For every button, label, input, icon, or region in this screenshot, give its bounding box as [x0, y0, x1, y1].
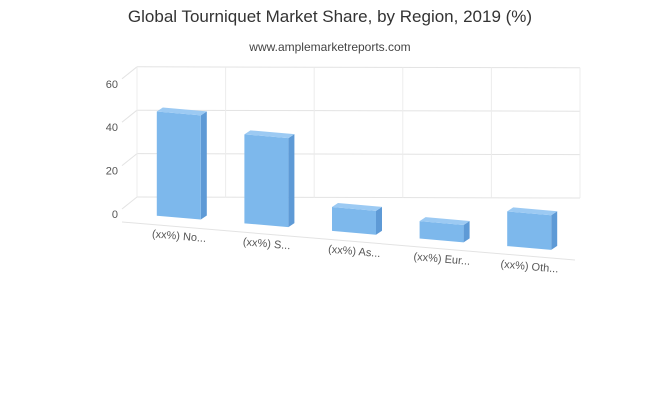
bar-top	[419, 217, 470, 225]
grid-line-side	[121, 109, 138, 123]
bar	[507, 207, 558, 250]
y-tick-label: 40	[106, 122, 118, 134]
bar	[332, 203, 382, 235]
bar-front	[507, 211, 552, 250]
bar-side	[200, 111, 207, 220]
grid-line	[136, 196, 581, 199]
x-tick-label: (xx%) Eur...	[413, 251, 471, 268]
y-axis: 0 20 40 60	[106, 79, 118, 221]
bar-side	[288, 134, 295, 228]
bar-top	[332, 203, 382, 211]
bar-side	[376, 206, 382, 235]
bar-front	[419, 221, 464, 243]
chart-grid	[121, 66, 581, 261]
bar-front	[156, 111, 201, 220]
grid-line-side	[121, 196, 138, 210]
bar-top	[244, 130, 295, 139]
chart-title: Global Tourniquet Market Share, by Regio…	[127, 7, 533, 26]
grid-line	[136, 153, 581, 156]
chart-subtitle: www.amplemarketreports.com	[249, 40, 411, 54]
bar-front	[332, 207, 376, 235]
x-tick-label: (xx%) Oth...	[500, 259, 559, 276]
y-tick-label: 0	[112, 209, 118, 221]
bars	[156, 107, 558, 250]
bar-top	[156, 107, 207, 116]
x-tick-label: (xx%) No...	[151, 228, 206, 245]
bar	[156, 107, 207, 220]
x-axis: (xx%) No... (xx%) S... (xx%) As... (xx%) Eu…	[151, 228, 558, 275]
bar-side	[551, 211, 558, 250]
x-tick-label: (xx%) As...	[328, 244, 381, 261]
x-tick-label: (xx%) S...	[242, 236, 291, 252]
bar-front	[244, 134, 289, 228]
bar	[419, 217, 470, 243]
bar-side	[463, 220, 470, 243]
grid-line	[136, 109, 581, 112]
y-tick-label: 60	[106, 79, 118, 91]
y-tick-label: 20	[106, 166, 118, 178]
grid-line-side	[121, 153, 138, 166]
bar	[244, 130, 295, 228]
bar-top	[507, 207, 558, 216]
floor-edge	[121, 221, 576, 261]
grid-line-side	[121, 66, 138, 80]
grid-line	[136, 66, 581, 69]
